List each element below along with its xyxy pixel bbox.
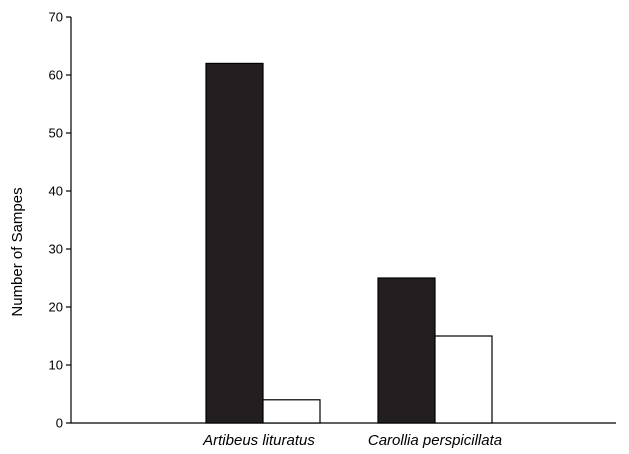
category-label: Carollia perspicillata — [368, 432, 502, 449]
y-tick-label: 20 — [49, 300, 63, 315]
y-tick-label: 40 — [49, 184, 63, 199]
category-label: Artibeus lituratus — [202, 432, 315, 449]
y-tick-label: 50 — [49, 126, 63, 141]
bar-white-2 — [434, 335, 493, 424]
y-tick-label: 0 — [56, 416, 63, 431]
y-tick-label: 70 — [49, 10, 63, 25]
axes — [66, 16, 616, 424]
y-tick-labels: 0 10 20 30 40 50 60 70 — [49, 10, 63, 431]
y-tick-label: 60 — [49, 68, 63, 83]
bar-dark-1 — [205, 62, 264, 424]
bars — [205, 62, 493, 424]
y-tick-label: 30 — [49, 242, 63, 257]
y-axis-title: Number of Sampes — [9, 187, 26, 316]
bar-dark-2 — [377, 277, 436, 424]
y-tick-label: 10 — [49, 358, 63, 373]
bar-white-1 — [262, 399, 321, 424]
category-labels: Artibeus lituratus Carollia perspicillata — [202, 432, 502, 449]
